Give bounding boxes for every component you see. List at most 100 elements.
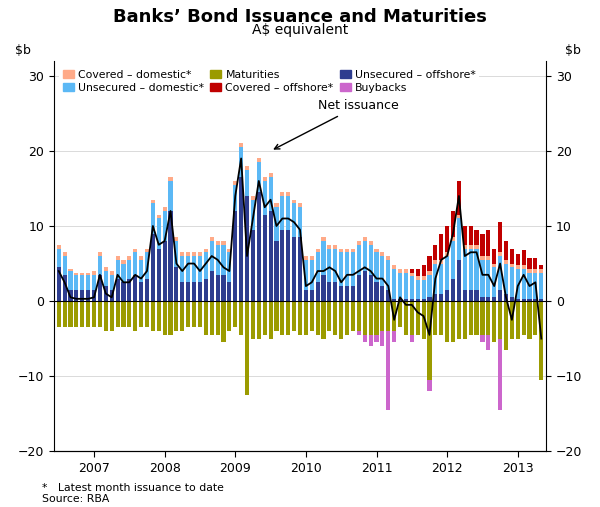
- Bar: [486, 301, 490, 335]
- Bar: [498, 339, 502, 410]
- Bar: [175, 241, 178, 267]
- Bar: [539, 301, 544, 380]
- Bar: [416, 269, 420, 276]
- Bar: [345, 252, 349, 286]
- Bar: [215, 241, 220, 245]
- Bar: [80, 275, 85, 290]
- Bar: [133, 252, 137, 275]
- Bar: [257, 162, 261, 192]
- Bar: [145, 278, 149, 301]
- Bar: [521, 265, 526, 269]
- Bar: [163, 211, 167, 241]
- Bar: [362, 237, 367, 241]
- Bar: [227, 301, 232, 331]
- Bar: [292, 200, 296, 203]
- Bar: [233, 185, 238, 211]
- Bar: [486, 230, 490, 256]
- Bar: [515, 269, 520, 299]
- Bar: [239, 177, 243, 301]
- Bar: [251, 200, 255, 230]
- Bar: [298, 207, 302, 237]
- Bar: [221, 301, 226, 342]
- Bar: [215, 245, 220, 275]
- Bar: [439, 301, 443, 335]
- Bar: [463, 245, 467, 248]
- Bar: [139, 256, 143, 260]
- Bar: [539, 265, 544, 269]
- Bar: [380, 301, 385, 331]
- Bar: [504, 264, 508, 294]
- Bar: [416, 301, 420, 335]
- Text: *   Latest month issuance to date
Source: RBA: * Latest month issuance to date Source: …: [42, 483, 224, 504]
- Bar: [445, 256, 449, 290]
- Bar: [115, 278, 119, 301]
- Bar: [286, 192, 290, 196]
- Bar: [233, 211, 238, 301]
- Bar: [233, 301, 238, 328]
- Bar: [133, 275, 137, 301]
- Bar: [475, 290, 479, 301]
- Bar: [498, 256, 502, 290]
- Bar: [357, 245, 361, 275]
- Bar: [186, 256, 190, 282]
- Bar: [62, 252, 67, 256]
- Bar: [304, 290, 308, 301]
- Bar: [322, 237, 326, 241]
- Bar: [192, 252, 196, 256]
- Bar: [481, 301, 485, 335]
- Bar: [422, 276, 425, 280]
- Bar: [56, 248, 61, 267]
- Bar: [351, 248, 355, 252]
- Text: $b: $b: [14, 44, 31, 57]
- Bar: [457, 301, 461, 339]
- Bar: [204, 252, 208, 278]
- Bar: [333, 282, 337, 301]
- Bar: [475, 245, 479, 248]
- Bar: [269, 211, 272, 301]
- Bar: [127, 301, 131, 328]
- Bar: [504, 260, 508, 264]
- Bar: [68, 271, 73, 290]
- Bar: [62, 301, 67, 328]
- Bar: [304, 260, 308, 290]
- Bar: [527, 299, 532, 301]
- Bar: [104, 301, 108, 331]
- Bar: [527, 269, 532, 273]
- Bar: [368, 335, 373, 346]
- Bar: [498, 290, 502, 301]
- Bar: [98, 256, 102, 275]
- Bar: [374, 252, 379, 282]
- Bar: [422, 280, 425, 299]
- Bar: [362, 301, 367, 335]
- Bar: [362, 335, 367, 342]
- Bar: [92, 275, 96, 290]
- Bar: [239, 143, 243, 147]
- Bar: [157, 215, 161, 219]
- Bar: [263, 215, 267, 301]
- Bar: [286, 301, 290, 335]
- Bar: [269, 301, 272, 339]
- Bar: [227, 252, 232, 282]
- Bar: [404, 301, 408, 335]
- Bar: [151, 200, 155, 203]
- Bar: [145, 301, 149, 328]
- Bar: [127, 278, 131, 301]
- Bar: [457, 181, 461, 215]
- Bar: [80, 301, 85, 328]
- Bar: [427, 275, 431, 297]
- Bar: [515, 265, 520, 269]
- Bar: [504, 241, 508, 260]
- Bar: [410, 276, 414, 299]
- Bar: [481, 256, 485, 260]
- Bar: [292, 237, 296, 301]
- Bar: [110, 271, 114, 275]
- Bar: [74, 301, 79, 328]
- Bar: [157, 219, 161, 248]
- Bar: [110, 301, 114, 331]
- Bar: [463, 226, 467, 245]
- Bar: [92, 290, 96, 301]
- Legend: Covered – domestic*, Unsecured – domestic*, Maturities, Covered – offshore*, Uns: Covered – domestic*, Unsecured – domesti…: [59, 66, 479, 96]
- Bar: [192, 301, 196, 328]
- Bar: [204, 278, 208, 301]
- Bar: [151, 301, 155, 331]
